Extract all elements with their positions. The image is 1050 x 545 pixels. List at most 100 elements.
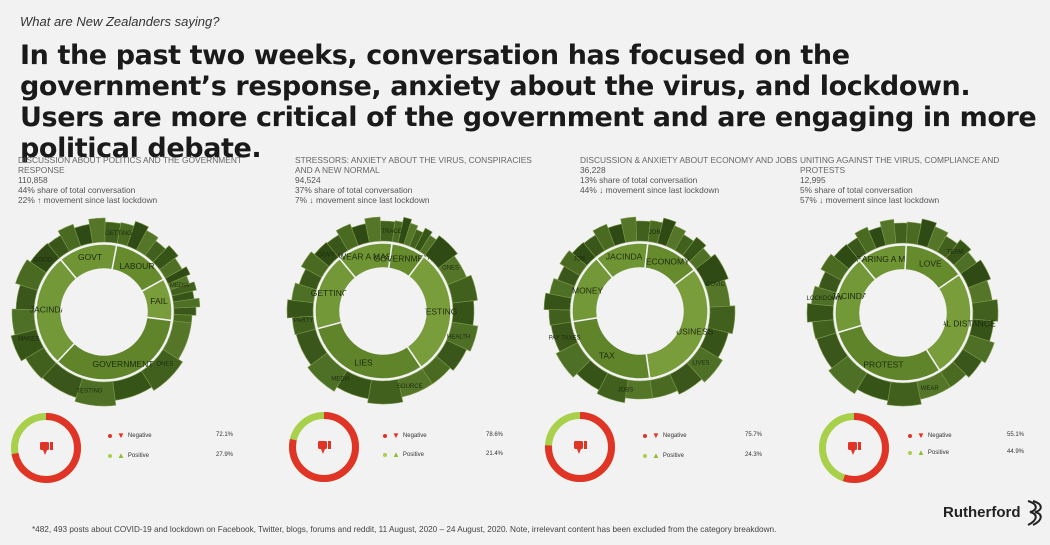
positive-dot: [108, 453, 112, 458]
panel-title: STRESSORS: ANXIETY ABOUT THE VIRUS, CONS…: [295, 155, 532, 175]
negative-arc: [289, 412, 359, 482]
legend-positive-label: Positive: [402, 452, 424, 459]
legend-negative: ▼ Negative: [108, 431, 152, 440]
panel-politics: DISCUSSION ABOUT POLITICS AND THE GOVERN…: [18, 155, 258, 205]
outer-label: TRACE: [381, 229, 401, 235]
sentiment-donut-stressors: [289, 412, 359, 482]
page-subtitle: What are New Zealanders saying?: [20, 14, 220, 29]
panel-title: UNITING AGAINST THE VIRUS, COMPLIANCE AN…: [800, 155, 1000, 175]
outer-label: LIVES: [692, 360, 709, 366]
negative-arc: [11, 413, 81, 483]
panel-title: DISCUSSION ABOUT POLITICS AND THE GOVERN…: [18, 155, 242, 175]
outer-label: ONES: [156, 361, 173, 367]
outer-segment: [173, 306, 197, 316]
segment-label: LABOUR: [119, 261, 154, 271]
thumbs-down-icon: [848, 442, 861, 455]
positive-value: 44.9%: [1007, 449, 1025, 455]
inner-segment: [834, 259, 877, 334]
legend-negative-label: Negative: [402, 433, 427, 440]
segment-label: MONEY: [572, 285, 604, 295]
segment-label: ECONOMY: [646, 257, 690, 267]
sunburst-chart-politics: GOVT LABOUR FAIL GOVERNMENT JACINDA GETTING ME…: [10, 217, 201, 407]
outer-label: GOVT: [318, 252, 335, 258]
legend-negative: ▼ Negative: [643, 431, 687, 440]
outer-label: TEAM: [947, 250, 964, 256]
outer-label: GETTING: [105, 231, 132, 237]
outer-label: ONES: [442, 266, 459, 272]
outer-label: MEDIA: [170, 283, 189, 289]
negative-value: 78.6%: [486, 432, 504, 438]
negative-value: 55.1%: [1007, 432, 1025, 438]
negative-value: 72.1%: [216, 432, 234, 438]
thumbs-up-icon: ▲: [392, 450, 400, 459]
segment-label: GOVT: [78, 252, 102, 262]
segment-label: JACINDA: [606, 252, 643, 262]
center-hole: [341, 269, 425, 353]
legend-positive: ▲ Positive: [643, 451, 684, 460]
thumbs-up-icon: ▲: [117, 451, 125, 460]
outer-segment: [893, 222, 908, 244]
positive-value: 21.4%: [486, 451, 504, 457]
sentiment-donut-economy: [545, 412, 615, 482]
panel-title: DISCUSSION & ANXIETY ABOUT ECONOMY AND J…: [580, 155, 798, 165]
outer-label: GOOD: [34, 258, 53, 264]
sentiment-legend-uniting: ▼ Negative 55.1% ▲ Positive 44.9%: [908, 431, 1028, 461]
outer-segment: [571, 242, 596, 266]
segment-label: BUSINESS: [670, 327, 713, 337]
negative-dot: [108, 433, 112, 438]
panel-movement: 7% ↓ movement since last lockdown: [295, 195, 430, 205]
legend-positive: ▲ Positive: [108, 451, 149, 460]
outer-label: JOB: [573, 257, 585, 263]
legend-negative: ▼ Negative: [908, 431, 952, 440]
segment-label: LOVE: [919, 258, 942, 268]
legend-negative-label: Negative: [927, 433, 952, 440]
negative-dot: [643, 433, 647, 438]
outer-label: HEALTH: [447, 335, 470, 341]
outer-label: MEDIA: [331, 377, 350, 383]
inner-segment: [571, 257, 614, 323]
panel-movement: 44% ↓ movement since last lockdown: [580, 185, 720, 195]
panel-movement: 22% ↑ movement since last lockdown: [18, 195, 158, 205]
panel-share: 44% share of total conversation: [18, 185, 136, 195]
positive-value: 27.9%: [216, 452, 234, 458]
thumbs-up-icon: ▲: [652, 451, 660, 460]
thumbs-down-icon: [318, 441, 331, 454]
segment-label: GOVERNMENT: [374, 253, 435, 263]
thumbs-down-icon: ▼: [917, 431, 925, 440]
thumbs-down-icon: ▼: [392, 431, 400, 440]
segment-label: PROTEST: [863, 360, 903, 370]
positive-dot: [383, 452, 387, 457]
thumbs-down-icon: ▼: [652, 431, 660, 440]
negative-dot: [908, 433, 912, 438]
center-hole: [62, 270, 146, 354]
outer-label: SOURCE: [397, 384, 423, 390]
outer-label: PARTY: [294, 318, 313, 324]
segment-label: SOCIAL DISTANCE: [920, 318, 996, 328]
brand-logo: Rutherford: [943, 504, 1021, 521]
outer-segment: [806, 303, 834, 323]
outer-segment: [29, 243, 60, 274]
outer-segment: [833, 244, 859, 270]
segment-label: WEARING A MASK: [848, 254, 922, 264]
panel-share: 13% share of total conversation: [580, 175, 698, 185]
inner-segment: [35, 258, 78, 363]
panel-count: 12,995: [800, 175, 826, 185]
thumbs-down-icon: [40, 442, 53, 455]
legend-positive-label: Positive: [927, 450, 949, 457]
sentiment-donut-politics: [11, 413, 81, 483]
segment-label: GOVERNMENT: [93, 359, 154, 369]
outer-label: TESTING: [76, 388, 102, 394]
thumbs-up-icon: ▲: [917, 448, 925, 457]
positive-value: 24.3%: [745, 452, 763, 458]
outer-label: JOBS: [618, 387, 634, 393]
outer-label: COVID: [706, 282, 726, 288]
outer-label: JOB: [649, 230, 661, 236]
outer-label: LOCKDOWN: [807, 296, 842, 302]
inner-segment: [314, 257, 357, 330]
panel-share: 37% share of total conversation: [295, 185, 413, 195]
legend-negative-label: Negative: [127, 433, 152, 440]
outer-segment: [886, 381, 922, 407]
center-hole: [861, 271, 945, 355]
